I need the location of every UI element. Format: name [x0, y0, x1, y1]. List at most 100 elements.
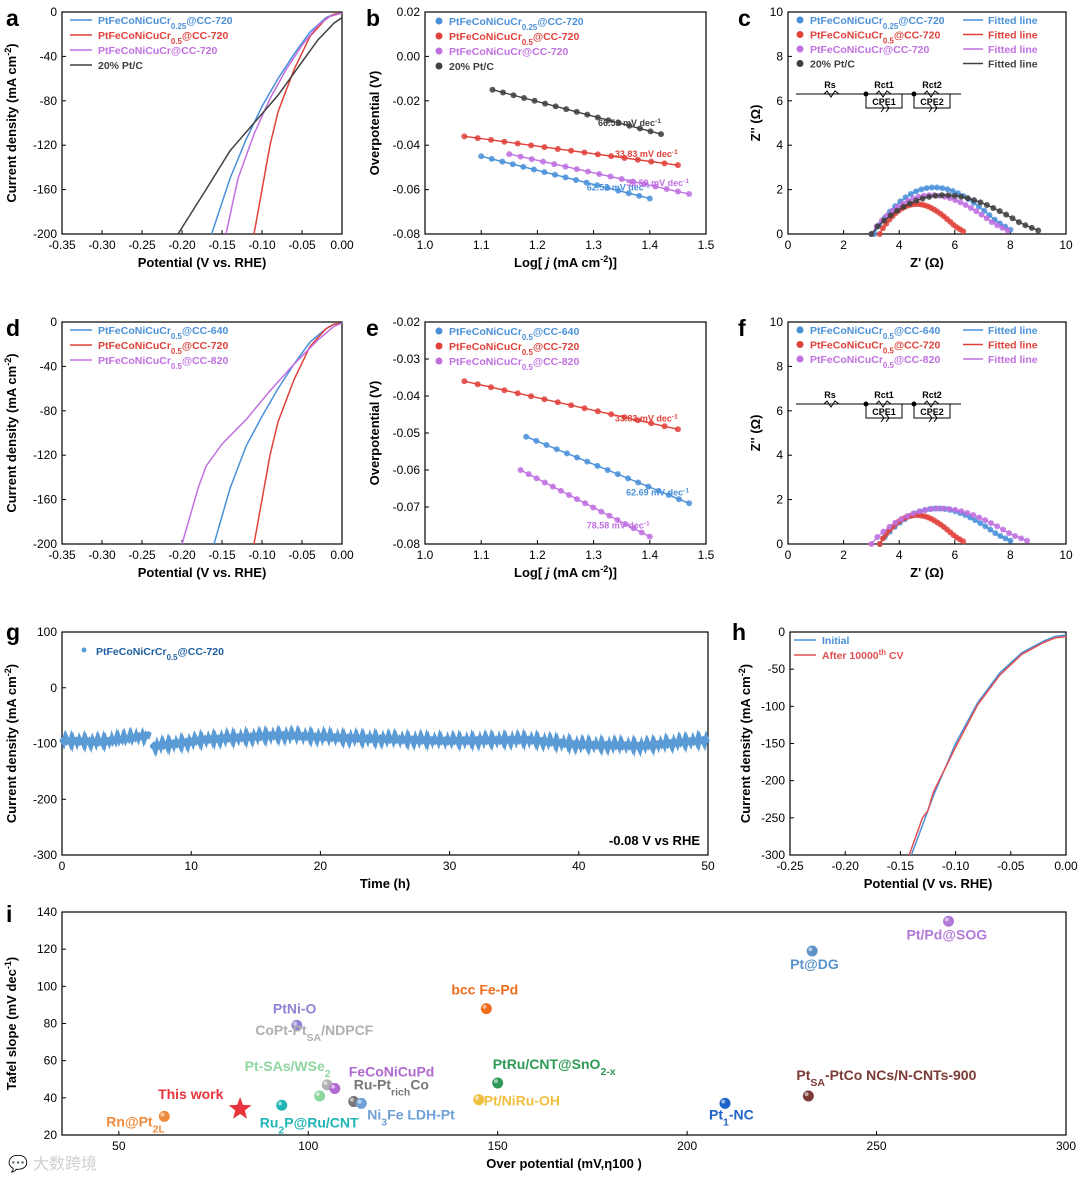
legend-marker	[435, 17, 443, 25]
y-tick-label: -120	[33, 448, 57, 462]
data-point	[517, 153, 524, 160]
legend-entry: PtFeCoNiCuCr0.25@CC-720	[810, 15, 945, 31]
legend-entry: PtFeCoNiCuCr0.5@CC-720	[98, 340, 228, 356]
data-point	[594, 462, 601, 469]
circuit-label: Rct1	[874, 390, 894, 400]
y-tick-label: -0.06	[393, 183, 421, 197]
data-point	[584, 458, 591, 465]
data-point	[615, 120, 622, 126]
data-point	[523, 433, 530, 440]
x-tick-label: -0.10	[942, 859, 970, 873]
panel-label: i	[6, 901, 12, 927]
data-point	[528, 142, 535, 149]
circuit-label: CPE2	[920, 407, 944, 417]
data-point	[957, 199, 964, 206]
x-tick-label: -0.30	[88, 548, 116, 562]
point-label: CoPt-PtSA/NDPCF	[255, 1022, 373, 1044]
data-point	[988, 219, 995, 226]
x-axis-label: Potential (V vs. RHE)	[864, 876, 993, 891]
x-tick-label: 30	[443, 859, 457, 873]
cpe-symbol	[928, 413, 933, 423]
data-point	[665, 491, 672, 498]
data-point	[913, 197, 920, 204]
y-axis-label: Current density (mA cm-2)	[3, 43, 19, 202]
data-point	[949, 188, 956, 195]
data-point	[940, 505, 947, 512]
comparison-point	[480, 1003, 492, 1015]
point-highlight	[160, 1112, 165, 1117]
data-point	[615, 187, 622, 194]
data-point	[1024, 537, 1031, 544]
plot-frame	[424, 11, 707, 235]
y-tick-label: 2	[776, 493, 783, 507]
cpe-symbol	[933, 103, 938, 113]
data-point	[582, 500, 589, 507]
y-tick-label: 0	[776, 227, 783, 241]
circuit-label: Rct2	[922, 80, 942, 90]
data-point	[1004, 227, 1011, 234]
x-axis-label: Potential (V vs. RHE)	[138, 565, 267, 580]
legend-entry: PtFeCoNiCuCr0.25@CC-720	[98, 15, 233, 31]
data-point	[648, 420, 655, 427]
data-point	[996, 208, 1003, 215]
data-point	[520, 163, 527, 170]
point-label: Ru2P@Ru/CNT	[260, 1114, 359, 1136]
x-tick-label: 1.4	[641, 548, 658, 562]
legend-entry: PtFeCoNiCuCr0.5@CC-820	[449, 356, 579, 372]
data-point	[514, 390, 521, 397]
slope-label: 62.52 mV dec-1	[587, 182, 650, 193]
data-point	[990, 204, 997, 211]
x-tick-label: 10	[1059, 548, 1073, 562]
x-tick-label: 1.5	[698, 548, 715, 562]
series-line	[210, 12, 343, 235]
x-tick-label: 0.00	[1054, 859, 1078, 873]
data-point	[904, 513, 911, 520]
x-tick-label: 1.0	[417, 548, 434, 562]
x-tick-label: -0.20	[168, 238, 196, 252]
legend-marker	[796, 326, 804, 334]
x-tick-label: -0.20	[832, 859, 860, 873]
data-point	[646, 533, 653, 540]
data-point	[1012, 532, 1019, 539]
data-point	[999, 224, 1006, 231]
y-axis-label: Tafel slope (mV dec-1)	[3, 957, 19, 1091]
comparison-point	[802, 1090, 814, 1102]
data-point	[528, 156, 535, 163]
data-point	[951, 192, 958, 199]
data-point	[541, 169, 548, 176]
x-tick-label: 1.2	[529, 548, 546, 562]
legend-entry: After 10000th CV	[822, 648, 904, 663]
data-point	[913, 188, 920, 195]
data-point	[605, 117, 612, 124]
data-point	[898, 516, 905, 523]
data-point	[661, 160, 668, 167]
x-tick-label: -0.25	[776, 859, 804, 873]
legend-marker	[796, 31, 804, 38]
y-tick-label: -100	[761, 699, 785, 713]
data-point	[542, 100, 549, 107]
data-point	[952, 506, 959, 513]
legend-marker	[435, 62, 443, 70]
data-point	[501, 387, 508, 394]
y-axis-label: Z'' (Ω)	[748, 415, 763, 452]
x-tick-label: 1.4	[641, 238, 658, 252]
data-point	[646, 195, 653, 202]
circuit-label: Rs	[824, 80, 836, 90]
y-tick-label: -0.08	[393, 227, 421, 241]
legend-entry: PtFeCoNiCuCr0.5@CC-640	[810, 325, 940, 341]
data-point	[543, 442, 550, 449]
series-line	[910, 634, 1067, 856]
data-point	[604, 184, 611, 191]
panel-label: h	[732, 619, 746, 645]
data-point	[674, 426, 681, 433]
y-tick-label: -100	[33, 737, 57, 751]
x-tick-label: 250	[867, 1139, 887, 1153]
x-tick-label: 8	[1007, 548, 1014, 562]
data-point	[946, 506, 953, 513]
data-point	[509, 161, 516, 168]
data-point	[514, 140, 521, 147]
data-point	[541, 479, 548, 486]
point-highlight	[349, 1097, 354, 1102]
panel-label: c	[738, 5, 751, 31]
y-tick-label: 0	[50, 681, 57, 695]
